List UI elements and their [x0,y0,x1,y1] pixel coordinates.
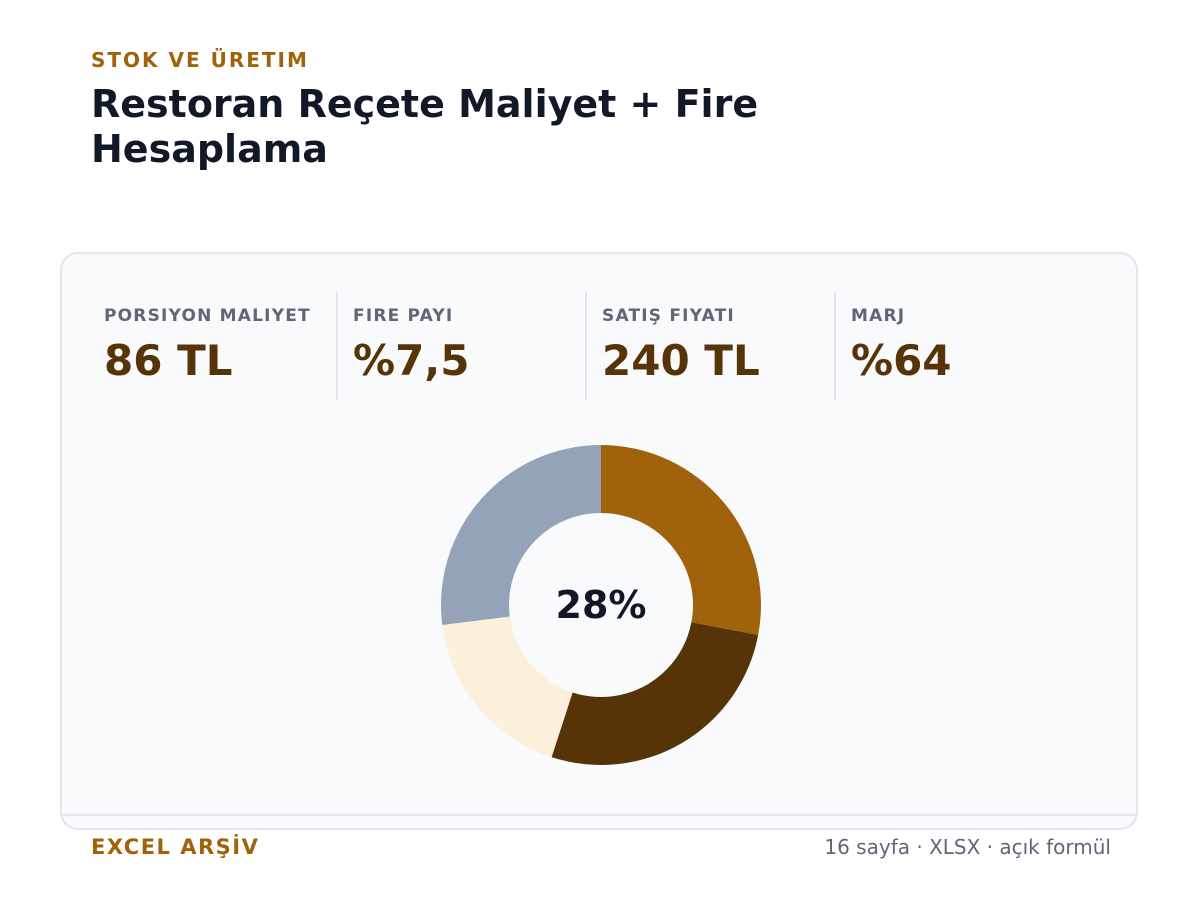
footer-source: EXCEL ARŞİV [91,835,260,859]
kpi-value: 86 TL [104,336,233,385]
donut-slice-2 [551,622,759,765]
kpi-margin: MARJ %64 [834,292,1085,400]
donut-slice-3 [442,616,573,758]
donut-slice-4 [441,445,601,626]
kpi-value: %7,5 [353,336,470,385]
kpi-value: %64 [851,336,952,385]
card-divider [62,814,1136,816]
donut-chart: 28% [441,445,761,765]
kpi-portion-cost: PORSIYON MALIYET 86 TL [89,292,338,400]
kpi-value: 240 TL [602,336,760,385]
kpi-label: SATIŞ FIYATI [602,306,735,326]
section-eyebrow: STOK VE ÜRETIM [91,48,309,72]
kpi-waste-share: FIRE PAYI %7,5 [336,292,587,400]
kpi-label: MARJ [851,306,906,326]
kpi-sale-price: SATIŞ FIYATI 240 TL [585,292,836,400]
donut-slice-1 [601,445,761,635]
footer-meta: 16 sayfa · XLSX · açık formül [824,835,1111,859]
donut-center-label: 28% [556,583,647,627]
kpi-label: FIRE PAYI [353,306,454,326]
kpi-label: PORSIYON MALIYET [104,306,311,326]
summary-card: PORSIYON MALIYET 86 TL FIRE PAYI %7,5 SA… [60,252,1138,830]
page-title: Restoran Reçete Maliyet + Fire Hesaplama [91,82,759,171]
